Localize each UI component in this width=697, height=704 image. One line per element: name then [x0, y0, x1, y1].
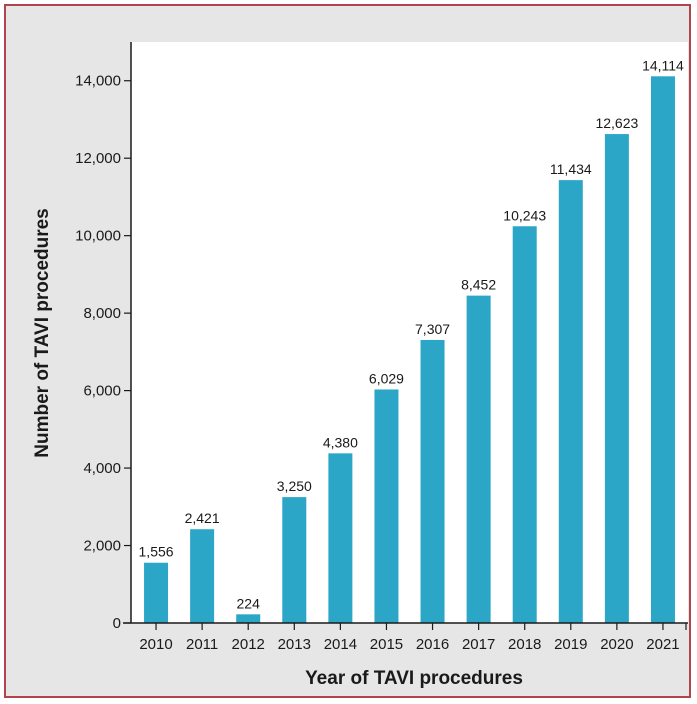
data-label-2021: 14,114 [642, 57, 684, 73]
bar-2021 [650, 76, 675, 623]
bar-2015 [374, 389, 399, 623]
plot-area [131, 42, 688, 623]
x-tick-label-2017: 2017 [462, 636, 495, 653]
x-tick-label-2012: 2012 [232, 636, 265, 653]
x-tick-label-2013: 2013 [278, 636, 311, 653]
bar-2012 [236, 614, 261, 623]
y-tick-label-14000: 14,000 [75, 73, 121, 90]
bar-2020 [604, 134, 629, 623]
data-label-2019: 11,434 [550, 161, 592, 177]
data-label-2017: 8,452 [461, 277, 496, 293]
x-axis-title: Year of TAVI procedures [305, 668, 523, 689]
y-tick-label-4000: 4,000 [83, 460, 121, 477]
x-tick-label-2020: 2020 [600, 636, 633, 653]
y-tick-label-10000: 10,000 [75, 228, 121, 245]
data-label-2013: 3,250 [277, 478, 312, 494]
bar-2016 [420, 339, 445, 623]
data-label-2018: 10,243 [503, 207, 546, 223]
bars-layer: 1,556 2,421 224 3,250 4,380 6,029 7,307 8,452 10… [139, 57, 684, 624]
x-tick-label-2018: 2018 [508, 636, 541, 653]
x-tick-label-2015: 2015 [370, 636, 403, 653]
ticks-layer: 2010 2011 2012 2013 2014 2015 2016 2017 2018 2019… [75, 73, 687, 653]
x-tick-label-2021: 2021 [646, 636, 679, 653]
y-tick-label-12000: 12,000 [75, 150, 121, 167]
data-label-2014: 4,380 [323, 434, 358, 450]
bar-2013 [282, 497, 307, 623]
y-axis-title: Number of TAVI procedures [32, 208, 53, 458]
bar-chart: 1,556 2,421 224 3,250 4,380 6,029 7,307 8,452 10… [32, 42, 688, 689]
data-label-2010: 1,556 [139, 544, 174, 560]
data-label-2012: 224 [237, 595, 261, 611]
y-tick-label-2000: 2,000 [83, 538, 121, 555]
y-tick-label-8000: 8,000 [83, 305, 121, 322]
data-label-2011: 2,421 [185, 510, 220, 526]
bar-2010 [144, 562, 169, 623]
chart-frame: 1,556 2,421 224 3,250 4,380 6,029 7,307 8,452 10… [4, 4, 691, 698]
data-label-2016: 7,307 [415, 321, 450, 337]
y-tick-label-0: 0 [113, 615, 121, 632]
x-tick-label-2014: 2014 [324, 636, 357, 653]
data-label-2020: 12,623 [595, 115, 638, 131]
bar-2011 [190, 529, 215, 623]
x-tick-label-2010: 2010 [139, 636, 172, 653]
bar-2017 [466, 295, 491, 623]
x-tick-label-2011: 2011 [186, 636, 218, 653]
x-tick-label-2019: 2019 [554, 636, 587, 653]
bar-2019 [558, 180, 583, 624]
x-tick-label-2016: 2016 [416, 636, 449, 653]
bar-2014 [328, 453, 353, 623]
y-tick-label-6000: 6,000 [83, 383, 121, 400]
data-label-2015: 6,029 [369, 370, 404, 386]
bar-2018 [512, 226, 537, 624]
